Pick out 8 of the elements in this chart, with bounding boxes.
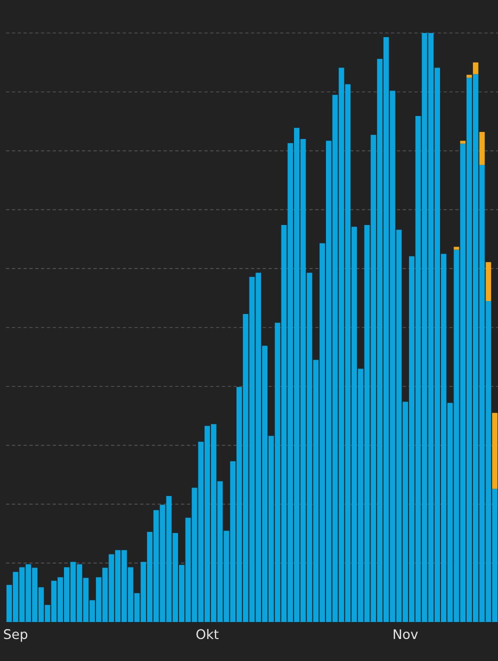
bar bbox=[472, 62, 478, 74]
bar bbox=[486, 262, 492, 301]
x-tick-label: Sep bbox=[4, 629, 28, 642]
bar bbox=[479, 132, 485, 165]
x-tick-label: Okt bbox=[196, 628, 219, 640]
bar bbox=[466, 74, 472, 78]
bar bbox=[492, 412, 498, 489]
x-tick-label: Nov bbox=[394, 629, 418, 640]
